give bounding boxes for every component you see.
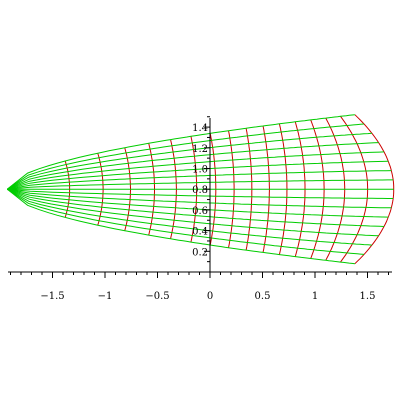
green-curve xyxy=(6,114,355,190)
x-tick-label: 1 xyxy=(312,291,318,302)
green-curve xyxy=(6,188,355,265)
x-tick-label: 0.5 xyxy=(255,291,271,302)
green-curve xyxy=(7,160,389,190)
green-curve xyxy=(7,188,392,209)
y-tick-label: 0.2 xyxy=(192,247,208,258)
green-curve xyxy=(7,132,372,190)
x-tick-label: −1.5 xyxy=(40,291,64,302)
green-curve xyxy=(7,188,365,255)
x-tick-label: 0 xyxy=(207,291,213,302)
x-tick-label: −1 xyxy=(98,291,113,302)
y-tick-label: 1.2 xyxy=(192,144,208,155)
y-ticks: 0.2 0.4 0.6 0.8 1.0 1.2 1.4 xyxy=(192,116,210,263)
mapped-grid-curves xyxy=(6,114,395,265)
green-curve xyxy=(7,188,394,199)
y-tick-label: 0.4 xyxy=(192,227,208,238)
green-curve xyxy=(7,188,389,218)
y-tick-label: 1.4 xyxy=(192,123,208,134)
axes: −1.5 −1 −0.5 0 0.5 1 1.5 0.2 0.4 0.6 0.8 1.0 1.2 1.4 xyxy=(8,116,392,302)
green-curve xyxy=(7,170,392,190)
green-curve xyxy=(7,142,379,190)
y-tick-label: 0.6 xyxy=(192,206,208,217)
y-tick-label: 0.8 xyxy=(192,185,208,196)
x-tick-label: −0.5 xyxy=(145,291,169,302)
green-curve xyxy=(7,188,372,246)
green-curve xyxy=(7,151,385,190)
green-curve xyxy=(7,123,365,190)
green-curve xyxy=(7,179,394,190)
y-tick-label: 1.0 xyxy=(192,165,208,176)
x-ticks: −1.5 −1 −0.5 0 0.5 1 1.5 xyxy=(10,272,389,302)
green-curve xyxy=(7,188,379,237)
green-curve xyxy=(7,188,385,227)
x-tick-label: 1.5 xyxy=(360,291,376,302)
